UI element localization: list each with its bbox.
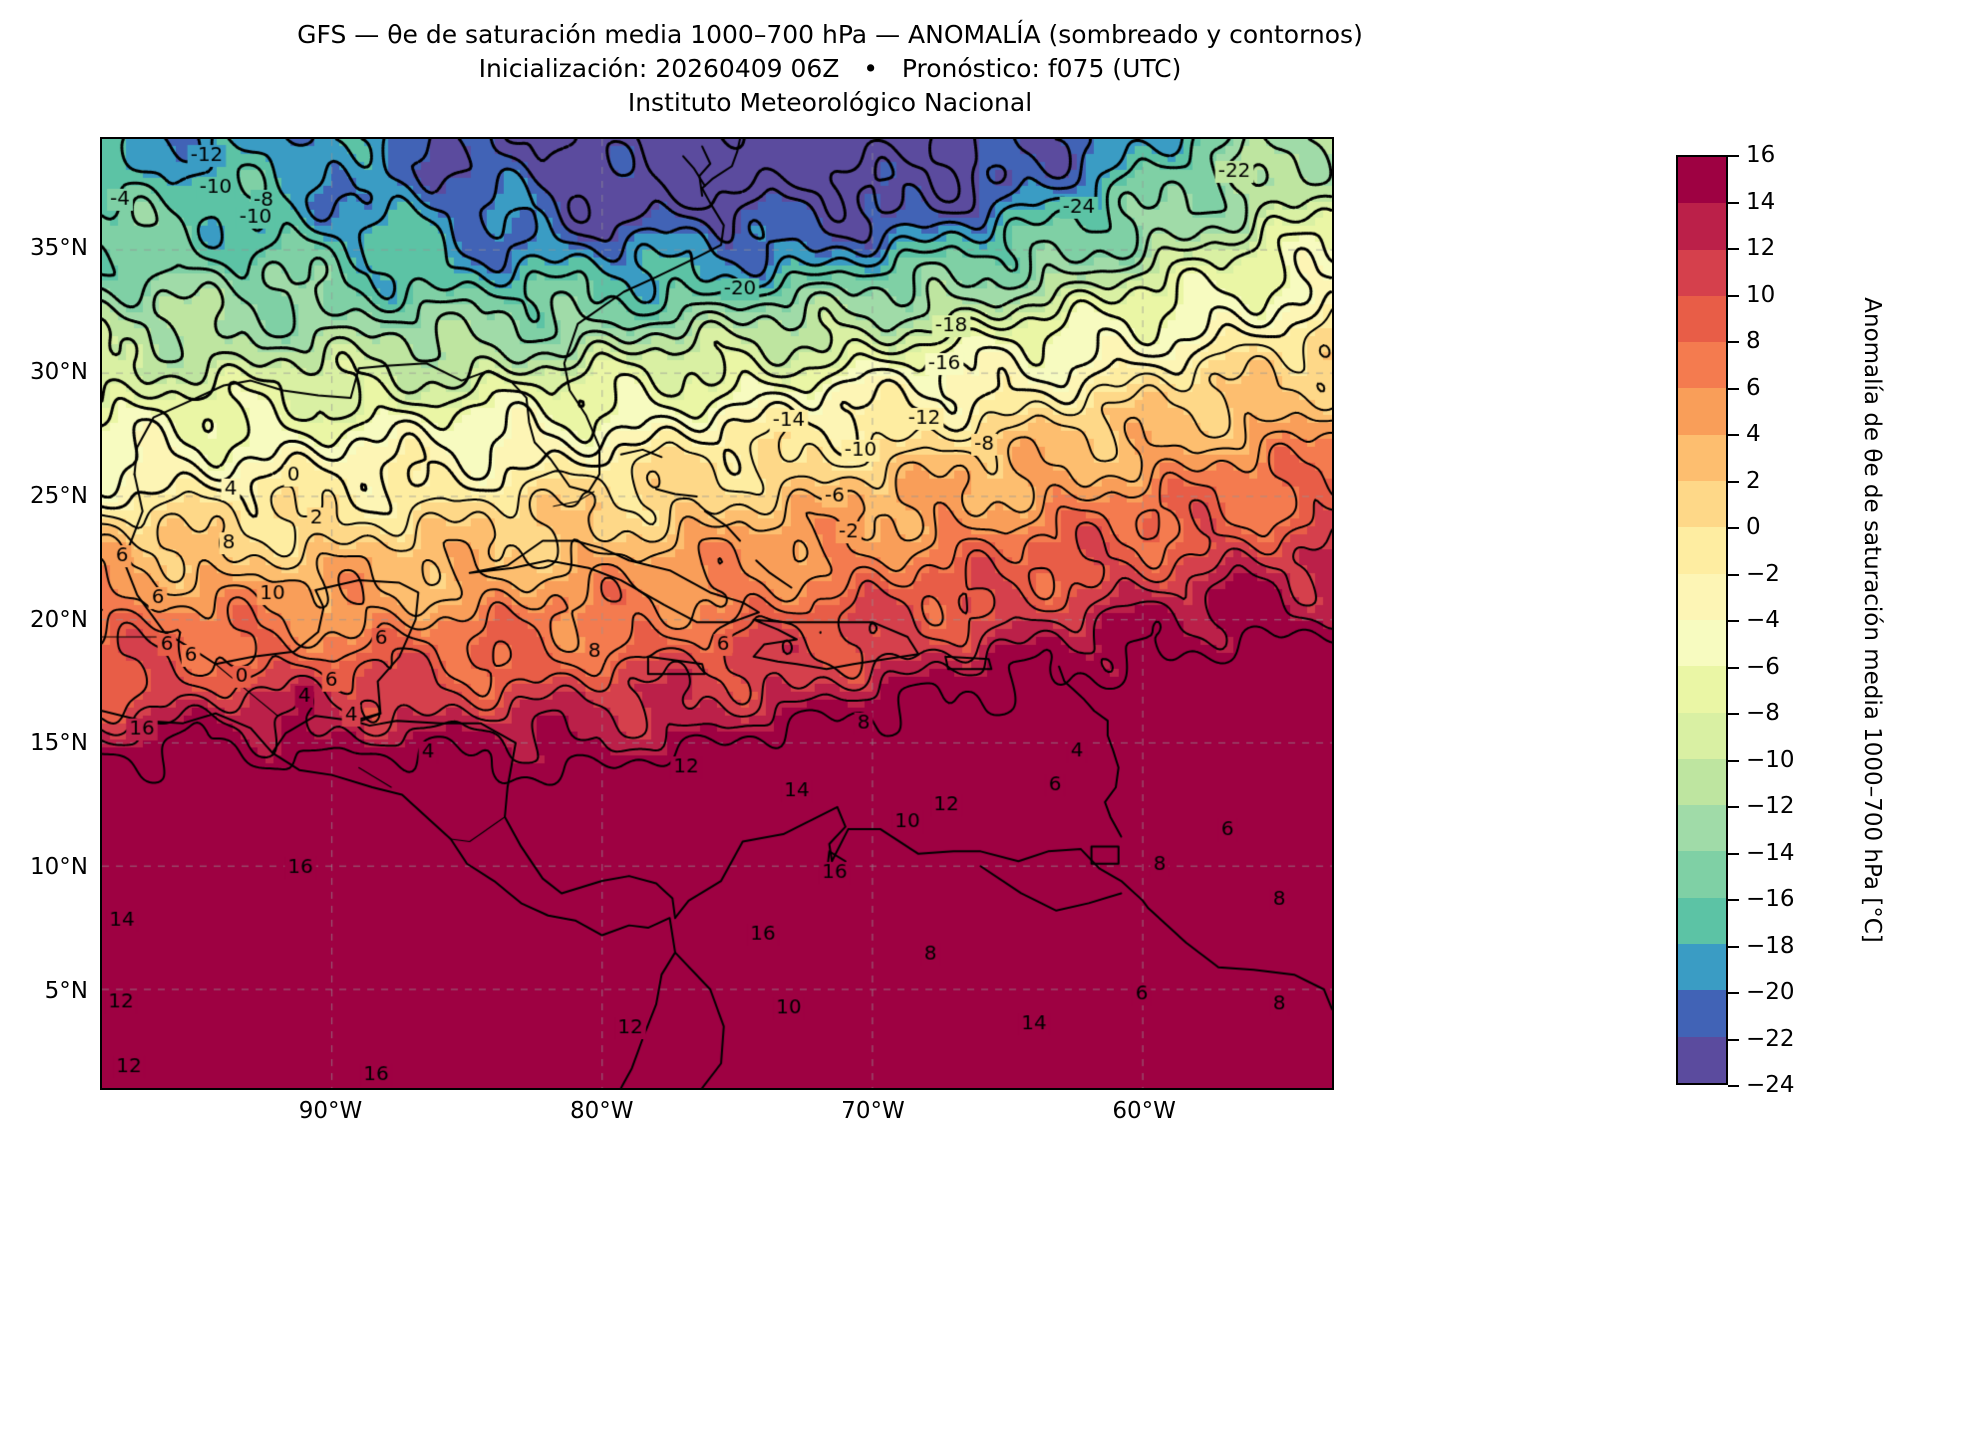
figure-agency: Instituto Meteorológico Nacional — [627, 88, 1033, 117]
anomaly-heatmap-canvas — [102, 139, 1332, 1088]
colorbar-tick-label: −18 — [1746, 932, 1795, 959]
colorbar-tick-label: 10 — [1746, 281, 1776, 308]
colorbar-tick-label: −14 — [1746, 839, 1795, 866]
colorbar-band — [1678, 157, 1726, 204]
colorbar-band — [1678, 481, 1726, 528]
colorbar-tick — [1728, 992, 1739, 994]
colorbar-band — [1678, 666, 1726, 713]
colorbar-tick-label: 8 — [1746, 328, 1761, 354]
colorbar-tick-label: −4 — [1746, 607, 1780, 633]
colorbar-tick — [1728, 1038, 1739, 1041]
colorbar-tick-label: 0 — [1746, 514, 1761, 540]
colorbar-band — [1678, 203, 1726, 250]
colorbar-tick — [1728, 945, 1739, 948]
colorbar-tick-label: 16 — [1746, 142, 1776, 168]
colorbar-tick-label: −2 — [1746, 560, 1780, 587]
colorbar-tick — [1728, 527, 1739, 529]
colorbar-band — [1678, 342, 1726, 389]
colorbar-tick-label: −8 — [1746, 700, 1780, 726]
colorbar-band — [1678, 388, 1726, 435]
colorbar-band — [1678, 758, 1726, 806]
map-plot-area[interactable] — [100, 137, 1334, 1090]
colorbar-tick — [1728, 573, 1739, 576]
colorbar-tick — [1728, 248, 1739, 250]
colorbar-band — [1678, 851, 1726, 898]
colorbar-tick-label: 14 — [1746, 188, 1776, 215]
colorbar-tick-label: −16 — [1746, 886, 1795, 912]
colorbar-tick — [1728, 713, 1739, 715]
colorbar-tick — [1728, 806, 1739, 808]
colorbar-tick-label: −20 — [1746, 979, 1795, 1005]
colorbar-tick — [1728, 666, 1739, 669]
colorbar-band — [1678, 805, 1726, 852]
colorbar-tick — [1728, 480, 1739, 483]
ytick-label: 30°N — [30, 359, 88, 386]
ytick-label: 10°N — [30, 854, 88, 881]
colorbar-band — [1678, 619, 1726, 667]
colorbar-band — [1678, 712, 1726, 759]
figure-title-block: GFS — θe de saturación media 1000–700 hP… — [0, 18, 1660, 120]
colorbar-tick-label: 12 — [1746, 235, 1776, 261]
colorbar-tick-label: −24 — [1746, 1072, 1795, 1098]
colorbar-band — [1678, 1036, 1726, 1083]
colorbar-tick-label: 2 — [1746, 467, 1761, 494]
colorbar-tick-label: 4 — [1746, 421, 1761, 447]
colorbar-tick — [1728, 852, 1739, 855]
colorbar-tick — [1728, 341, 1739, 343]
colorbar-tick — [1728, 294, 1739, 297]
colorbar-band — [1678, 944, 1726, 991]
colorbar-tick — [1728, 759, 1739, 762]
colorbar-axis-label: Anomalía de θe de saturación media 1000–… — [1859, 297, 1885, 943]
colorbar[interactable]: 16 14 12 10 8 6 4 2 0 −2 −4 −6 −8 −10 −12 −14 −16 −18 −20 −… — [1676, 142, 1795, 1098]
colorbar-tick-label: −12 — [1746, 793, 1795, 819]
colorbar-band — [1678, 573, 1726, 620]
colorbar-tick — [1728, 1085, 1739, 1087]
page-title: GFS — θe de saturación media 1000–700 hP… — [297, 20, 1363, 49]
colorbar-band — [1678, 990, 1726, 1037]
colorbar-band — [1678, 249, 1726, 296]
colorbar-tick — [1728, 155, 1739, 157]
colorbar-tick — [1728, 620, 1739, 622]
figure-subtitle: Inicialización: 20260409 06Z • Pronóstic… — [478, 54, 1182, 83]
colorbar-band — [1678, 434, 1726, 482]
colorbar-tick-label: −22 — [1746, 1025, 1795, 1052]
colorbar-band — [1678, 897, 1726, 945]
colorbar-tick-label: −6 — [1746, 653, 1780, 680]
xtick-label: 60°W — [1112, 1098, 1176, 1124]
colorbar-tick-label: 6 — [1746, 374, 1761, 401]
colorbar-tick — [1728, 201, 1739, 204]
ytick-label: 15°N — [30, 730, 88, 757]
xtick-label: 90°W — [298, 1098, 363, 1124]
xtick-label: 80°W — [569, 1098, 634, 1124]
colorbar-gradient — [1676, 155, 1728, 1085]
colorbar-band — [1678, 527, 1726, 574]
colorbar-tick — [1728, 387, 1739, 390]
colorbar-tick-label: −10 — [1746, 746, 1795, 773]
ytick-label: 5°N — [44, 977, 88, 1004]
ytick-label: 25°N — [30, 482, 88, 509]
colorbar-tick — [1728, 434, 1739, 436]
colorbar-tick — [1728, 899, 1739, 901]
xtick-label: 70°W — [841, 1098, 905, 1124]
ytick-label: 35°N — [30, 235, 88, 262]
colorbar-band — [1678, 295, 1726, 343]
ytick-label: 20°N — [30, 606, 88, 633]
